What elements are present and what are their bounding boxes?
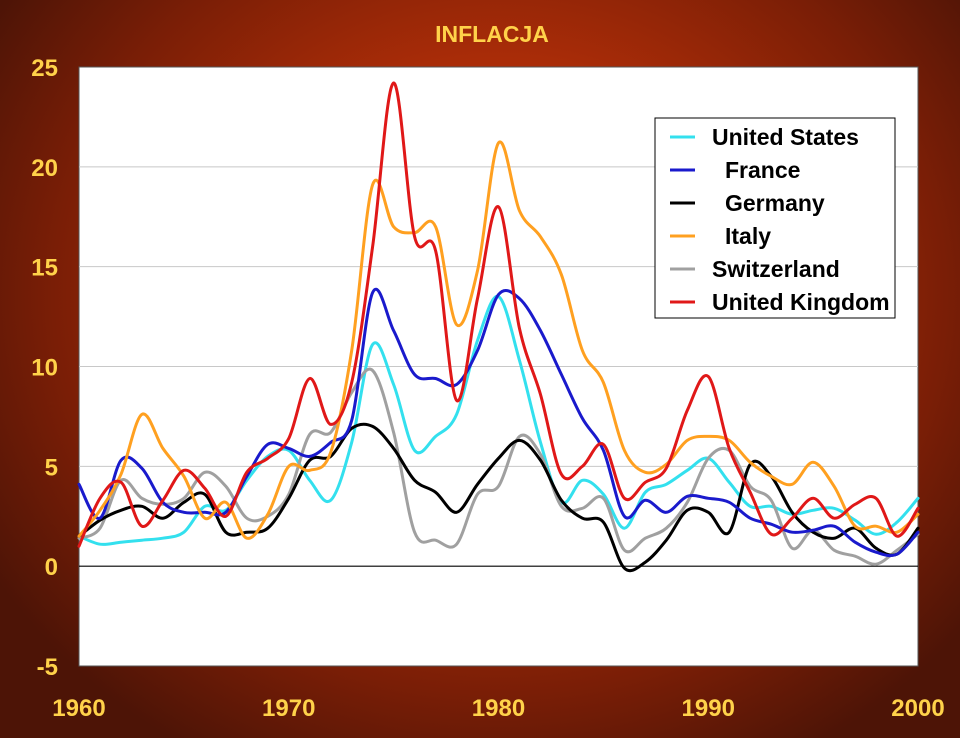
series-line-united-kingdom	[77, 81, 920, 548]
legend-label: Germany	[725, 190, 825, 216]
series-line-germany	[77, 422, 920, 573]
y-tick-label: 15	[31, 255, 58, 282]
x-tick-label: 2000	[891, 695, 944, 722]
chart-title: INFLACJA	[435, 21, 549, 47]
legend: United States France Germany Italy Switzerla…	[654, 117, 896, 319]
series-line-italy	[77, 140, 920, 540]
x-tick-label: 1960	[52, 695, 105, 722]
x-axis-ticks: 1960 1970 1980 1990 2000	[52, 695, 944, 722]
y-tick-label: 25	[31, 55, 58, 82]
series-line-switzerland	[77, 367, 920, 566]
x-tick-label: 1980	[472, 695, 525, 722]
legend-label: United States	[712, 124, 859, 150]
y-tick-label: -5	[37, 654, 58, 681]
y-tick-label: 0	[45, 554, 58, 581]
legend-label: Italy	[725, 223, 771, 249]
series-lines	[77, 81, 920, 573]
legend-box	[654, 117, 896, 319]
x-tick-label: 1990	[682, 695, 735, 722]
y-tick-label: 5	[45, 454, 58, 481]
legend-label: Switzerland	[712, 256, 840, 282]
y-tick-label: 10	[31, 355, 58, 382]
legend-label: France	[725, 157, 800, 183]
y-axis-ticks: 25 20 15 10 5 0 -5	[31, 55, 58, 681]
y-tick-label: 20	[31, 155, 58, 182]
x-tick-label: 1970	[262, 695, 315, 722]
legend-label: United Kingdom	[712, 289, 890, 315]
